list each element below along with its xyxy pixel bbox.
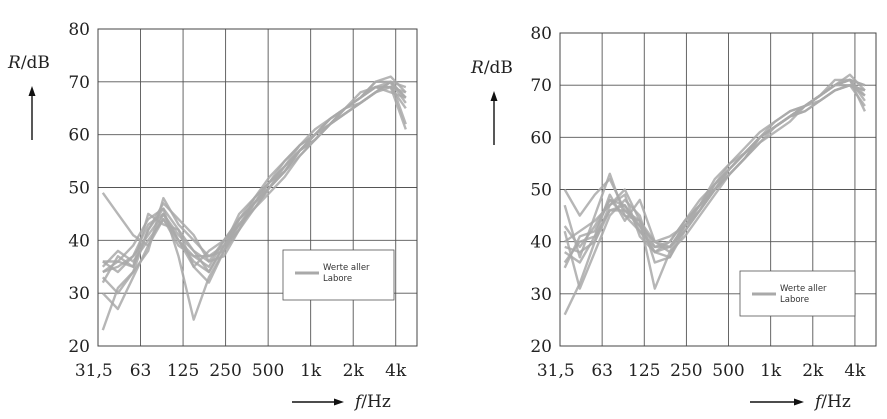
chart-panel-right: 20 30 40 50 60 70 80 31,5 63 125 250 500 1k 2k 4k Werte… [470, 24, 877, 412]
legend-label-line1: Werte aller [323, 263, 370, 273]
x-tick-label: 1k [300, 361, 322, 381]
y-tick-label: 80 [530, 24, 552, 44]
y-axis-label: R/dB [470, 58, 513, 78]
x-tick-label: 2k [343, 361, 365, 381]
x-axis-label: f/Hz [353, 392, 391, 412]
series-line-10 [563, 78, 866, 269]
y-tick-label: 70 [68, 73, 90, 93]
legend-label-line2: Labore [323, 274, 352, 284]
x-tick-label: 2k [802, 361, 824, 381]
y-tick-label: 30 [530, 285, 552, 305]
x-axis-arrowhead [334, 398, 344, 406]
y-axis-arrowhead [28, 86, 36, 96]
y-tick-label: 80 [68, 20, 90, 40]
series-line-6 [564, 78, 866, 259]
y-tick-label: 40 [68, 231, 90, 251]
y-tick-label: 60 [68, 126, 90, 146]
x-tick-label: 250 [670, 361, 702, 381]
y-tick-label: 30 [68, 284, 90, 304]
series-line-10 [102, 85, 407, 274]
x-tick-label: 500 [712, 361, 744, 381]
x-axis-label: f/Hz [813, 392, 851, 412]
y-tick-label: 70 [530, 76, 552, 96]
x-tick-label: 63 [591, 361, 613, 381]
x-tick-label: 1k [760, 361, 782, 381]
x-axis-arrowhead [794, 398, 804, 406]
x-tick-label: 31,5 [75, 361, 113, 381]
x-tick-label: 250 [209, 361, 241, 381]
legend-label-line2: Labore [780, 295, 809, 305]
legend-box [282, 249, 395, 301]
x-tick-label: 125 [167, 361, 199, 381]
series-line-6 [101, 75, 407, 268]
x-tick-label: 125 [628, 361, 660, 381]
y-axis-arrowhead [490, 91, 498, 101]
plot-frame [559, 32, 877, 347]
y-tick-label: 50 [530, 181, 552, 201]
y-tick-label: 20 [68, 337, 90, 357]
series-line-8 [563, 78, 866, 249]
x-tick-label: 31,5 [537, 361, 575, 381]
x-tick-label: 4k [844, 361, 866, 381]
y-tick-label: 50 [68, 179, 90, 199]
x-tick-label: 500 [252, 361, 284, 381]
x-tick-label: 4k [385, 361, 407, 381]
legend-label-line1: Werte aller [780, 284, 827, 294]
series-line-9 [564, 83, 866, 254]
y-axis-label: R/dB [7, 53, 50, 73]
plot-frame [97, 28, 418, 347]
x-tick-label: 63 [130, 361, 152, 381]
series-line-3 [563, 83, 866, 290]
y-tick-label: 60 [530, 128, 552, 148]
y-tick-label: 40 [530, 233, 552, 253]
chart-panel-left: 20 30 40 50 60 70 80 31,5 63 125 250 500 1k 2k 4k Werte… [7, 20, 418, 412]
series-line-9 [102, 85, 407, 274]
y-tick-label: 20 [530, 337, 552, 357]
